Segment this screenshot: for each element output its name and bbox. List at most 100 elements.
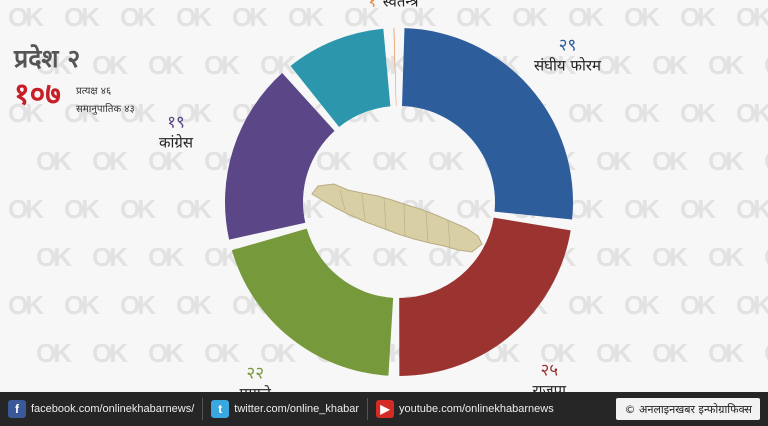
slice-value-label: २५ <box>540 360 559 381</box>
province-summary: प्रदेश २ १०७ प्रत्यक्ष ४६ समानुपातिक ४३ <box>14 44 135 115</box>
watermark-logo: OK <box>372 242 408 272</box>
donut-slice <box>399 217 571 376</box>
watermark-logo: OK <box>176 98 212 128</box>
youtube-icon: ▶ <box>376 400 394 418</box>
watermark-logo: OK <box>8 194 44 224</box>
watermark-logo: OK <box>456 194 492 224</box>
watermark-logo: OK <box>92 338 128 368</box>
watermark-logo: OK <box>148 338 184 368</box>
watermark-logo: OK <box>596 146 632 176</box>
watermark-logo: OK <box>400 2 436 32</box>
watermark-logo: OK <box>204 338 240 368</box>
watermark-logo: OK <box>764 338 768 369</box>
watermark-logo: OK <box>680 98 716 128</box>
watermark-logo: OK <box>624 290 660 320</box>
donut-slice <box>393 28 397 107</box>
watermark-logo: OK <box>8 2 44 32</box>
footer-divider <box>202 398 204 420</box>
watermark-logo: OK <box>652 338 688 368</box>
slice-label-group: १९ कांग्रेस <box>159 109 193 152</box>
donut-slice <box>290 28 391 127</box>
slice-value-label: १ <box>367 0 377 12</box>
facebook-url: facebook.com/onlinekhabarnews/ <box>31 403 195 415</box>
watermark-logo: OK <box>92 242 128 272</box>
watermark-logo: OK <box>92 50 128 80</box>
donut-slice <box>231 228 394 376</box>
slice-value-label: १९ <box>167 112 185 133</box>
infographic: OK OK OK OK OK OK OK OK OK OK OK OK OK OK OK OK OK OK OK OK… <box>8 0 768 402</box>
watermark-logo: OK <box>680 194 716 224</box>
watermark-logo: OK <box>64 194 100 224</box>
watermark-logo: OK <box>736 98 768 128</box>
watermark-logo: OK <box>568 290 604 320</box>
watermark-logo: OK <box>764 146 768 177</box>
watermark-logo: OK <box>708 50 744 80</box>
watermark-logo: OK <box>652 50 688 80</box>
watermark-logo: OK <box>568 194 604 224</box>
watermark-logo: OK <box>316 146 352 176</box>
watermark-logo: OK <box>344 2 380 32</box>
watermark-logo: OK <box>8 290 44 320</box>
watermark-logo: OK <box>36 242 72 272</box>
youtube-link[interactable]: ▶ youtube.com/onlinekhabarnews <box>368 392 554 426</box>
watermark-logo: OK <box>624 98 660 128</box>
slice-category-label: स्वतन्त्र <box>382 0 419 11</box>
watermark-logo: OK <box>260 50 296 80</box>
watermark-logo: OK <box>120 290 156 320</box>
watermark-logo: OK <box>36 50 72 80</box>
watermark-logo: OK <box>120 2 156 32</box>
slice-value-label: २९ <box>558 35 577 56</box>
donut-slice <box>402 28 573 220</box>
watermark-logo: OK <box>624 194 660 224</box>
watermark-logo: OK <box>148 242 184 272</box>
watermark-logo: OK <box>288 2 324 32</box>
watermark-logo: OK <box>64 2 100 32</box>
watermark-logo: OK <box>596 338 632 368</box>
watermark-logo: OK <box>148 50 184 80</box>
watermark-logo: OK <box>540 50 576 80</box>
nepal-map-shape <box>311 183 483 253</box>
slice-label-group: १ स्वतन्त्र <box>368 0 419 12</box>
watermark-logo: OK <box>428 146 464 176</box>
watermark-logo: OK <box>8 98 44 128</box>
watermark-logo: OK <box>652 146 688 176</box>
slice-label-group: २९ संघीय फोरम <box>534 33 601 76</box>
watermark-logo: OK <box>764 242 768 273</box>
watermark-logo: OK <box>596 50 632 80</box>
watermark-logo: OK <box>736 290 768 320</box>
province-total-seats: १०७ <box>14 77 61 112</box>
twitter-link[interactable]: t twitter.com/online_khabar <box>203 392 359 426</box>
facebook-link[interactable]: f facebook.com/onlinekhabarnews/ <box>0 392 194 426</box>
proportional-seats: समानुपातिक ४३ <box>76 104 135 115</box>
watermark-logo: OK <box>36 338 72 368</box>
watermark-logo: OK <box>512 2 548 32</box>
watermark-logo: OK <box>372 146 408 176</box>
watermark-logo: OK <box>64 98 100 128</box>
watermark-logo: OK <box>176 2 212 32</box>
footer-bar: f facebook.com/onlinekhabarnews/ t twitt… <box>0 392 768 426</box>
direct-seats: प्रत्यक्ष ४६ <box>76 86 112 97</box>
watermark-logo: OK <box>540 338 576 368</box>
watermark-logo: OK <box>764 50 768 81</box>
donut-slice <box>225 73 335 240</box>
watermark-logo: OK <box>36 146 72 176</box>
watermark-logo: OK <box>708 338 744 368</box>
watermark-logo: OK <box>456 2 492 32</box>
watermark-logo: OK <box>568 2 604 32</box>
watermark-logo: OK <box>596 242 632 272</box>
watermark-logo: OK <box>708 242 744 272</box>
slice-value-label: २२ <box>246 363 265 384</box>
watermark-logo: OK <box>736 194 768 224</box>
credit-badge: © अनलाइनखबर इन्फोग्राफिक्स <box>616 398 760 420</box>
youtube-url: youtube.com/onlinekhabarnews <box>399 403 554 415</box>
watermark-logo: OK <box>680 2 716 32</box>
watermark-logo: OK <box>568 98 604 128</box>
watermark-logo: OK <box>260 338 296 368</box>
watermark-logo: OK <box>148 146 184 176</box>
watermark-logo: OK <box>204 50 240 80</box>
watermark-logo: OK <box>120 98 156 128</box>
twitter-url: twitter.com/online_khabar <box>234 403 359 415</box>
province-title: प्रदेश २ <box>14 44 81 73</box>
footer-divider <box>367 398 368 420</box>
watermark-logo: OK <box>64 290 100 320</box>
